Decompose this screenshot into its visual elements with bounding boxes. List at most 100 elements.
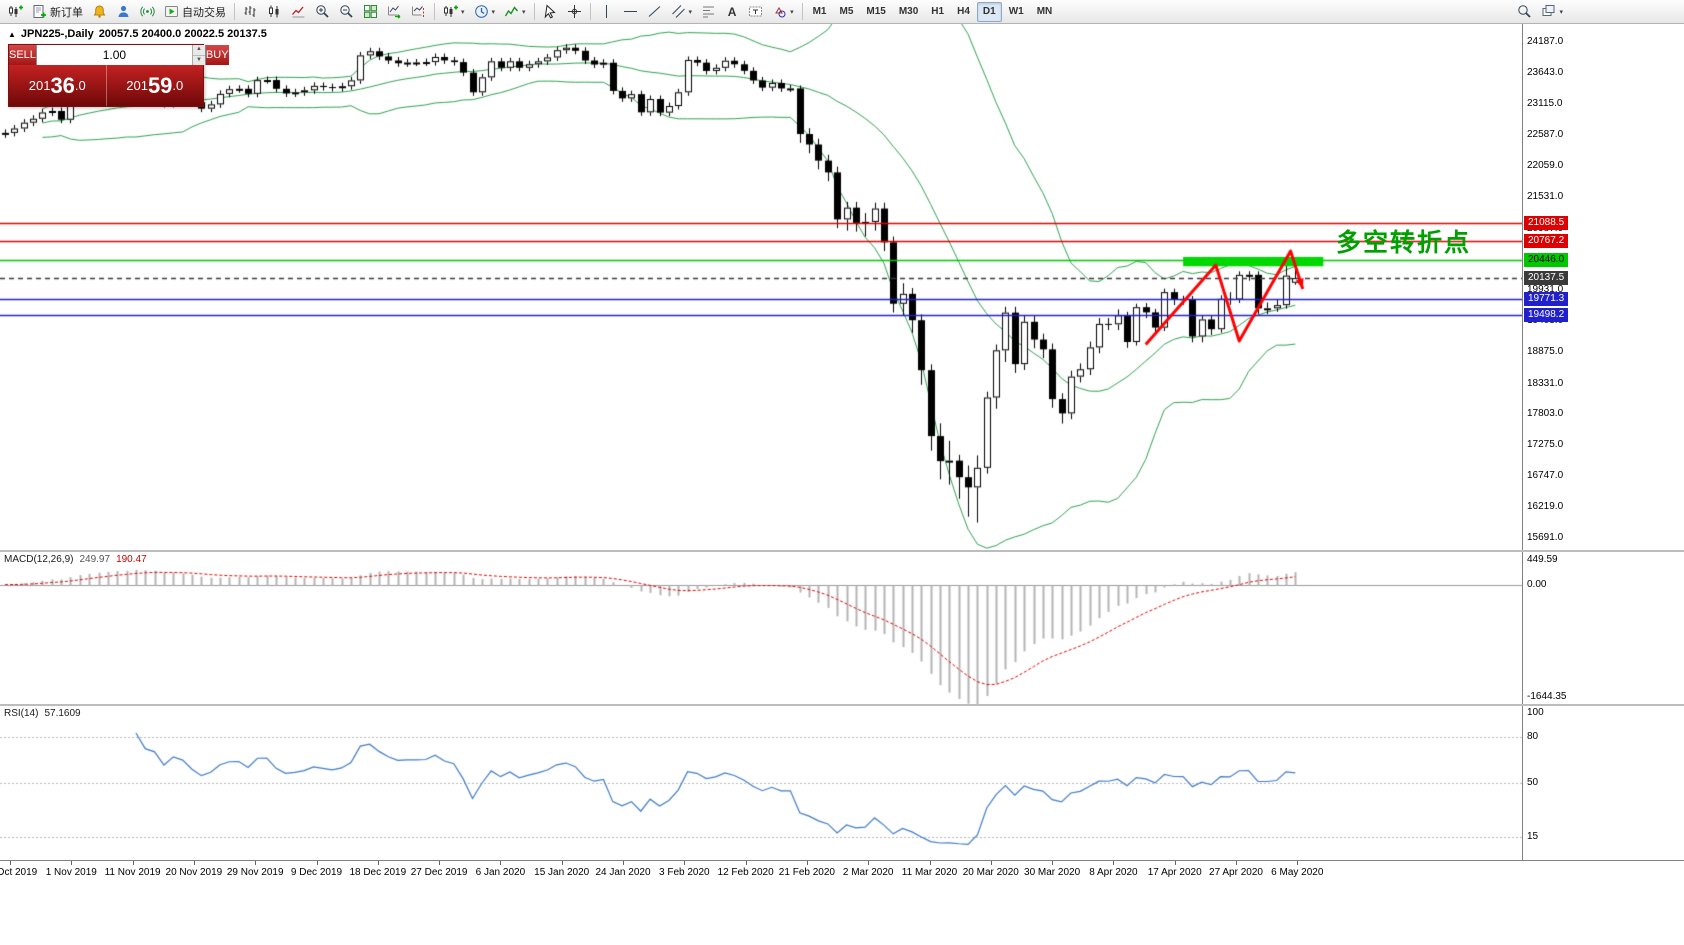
sell-price[interactable]: 201 36.0 xyxy=(9,65,106,106)
volume-decrease-button[interactable]: ▼ xyxy=(192,55,205,65)
zoom-in-button[interactable] xyxy=(311,2,334,22)
text-button[interactable]: A xyxy=(721,2,743,22)
chart-annotation-text: 多空转折点 xyxy=(1336,229,1472,257)
trendline-button[interactable] xyxy=(643,2,666,22)
indicators-button[interactable]: ▾ xyxy=(500,2,530,22)
time-axis-label: 1 Nov 2019 xyxy=(45,867,97,878)
new-chart-icon xyxy=(9,5,23,17)
window-list-button[interactable]: ▾ xyxy=(1537,2,1567,22)
time-axis-label: 12 Feb 2020 xyxy=(717,867,774,878)
macd-main-value: 249.97 xyxy=(79,554,111,565)
time-tick xyxy=(806,861,808,865)
autotrading-button[interactable]: 自动交易 xyxy=(160,2,230,22)
arrows-button[interactable]: ▾ xyxy=(768,2,798,22)
toolbar-separator xyxy=(234,3,235,20)
time-tick xyxy=(623,861,624,865)
time-axis-label: 27 Apr 2020 xyxy=(1209,867,1263,878)
time-axis[interactable]: 23 Oct 2019 1 Nov 2019 11 Nov 2019 20 Nov 2… xyxy=(0,860,1684,884)
rsi-axis[interactable]: 100 80 50 15 xyxy=(1522,706,1684,860)
macd-tick-label: 0.00 xyxy=(1527,578,1547,590)
volume-input[interactable] xyxy=(36,45,192,65)
horizontal-line-button[interactable] xyxy=(619,2,642,22)
current-price-line-label: 20137.5 xyxy=(1524,271,1569,286)
rsi-value: 57.1609 xyxy=(44,708,81,719)
timeframe-m15-button[interactable]: M15 xyxy=(866,6,886,17)
chevron-down-icon: ▾ xyxy=(461,8,465,16)
volume-increase-button[interactable]: ▲ xyxy=(192,45,205,56)
text-label-button[interactable] xyxy=(744,2,767,22)
bar-chart-button[interactable] xyxy=(239,2,262,22)
supply-zone-line-label: 20446.0 xyxy=(1524,253,1569,268)
tile-windows-button[interactable] xyxy=(359,2,382,22)
navigator-button[interactable] xyxy=(112,2,135,22)
profiles-button[interactable]: ▾ xyxy=(470,2,500,22)
chevron-down-icon: ▾ xyxy=(1559,8,1563,16)
time-axis-label: 27 Dec 2019 xyxy=(410,867,468,878)
crosshair-button[interactable] xyxy=(563,2,586,22)
timeframe-d1-button[interactable]: D1 xyxy=(976,1,1002,22)
fibonacci-button[interactable] xyxy=(697,2,720,22)
time-tick xyxy=(561,861,563,865)
price-axis[interactable]: 24187.0 23643.0 23115.0 22587.0 22059.0 21531… xyxy=(1522,24,1684,550)
one-click-collapse-arrow[interactable]: ▲ xyxy=(8,29,16,39)
vertical-line-button[interactable] xyxy=(595,2,618,22)
timeframe-m1-button[interactable]: M1 xyxy=(812,6,827,17)
new-chart-menu-button[interactable]: ▾ xyxy=(439,2,469,22)
auto-scroll-button[interactable] xyxy=(383,2,406,22)
alerts-button[interactable] xyxy=(88,2,111,22)
time-axis-label: 11 Mar 2020 xyxy=(901,867,958,878)
person-icon xyxy=(118,5,129,17)
price-tick-label: 18331.0 xyxy=(1527,377,1564,389)
macd-canvas[interactable] xyxy=(0,552,1522,704)
timeframe-m30-button[interactable]: M30 xyxy=(898,6,919,17)
equidistant-channel-button[interactable]: ▾ xyxy=(667,2,697,22)
trendline-icon xyxy=(648,6,660,17)
price-chart-canvas[interactable] xyxy=(0,24,1522,550)
time-axis-label: 15 Jan 2020 xyxy=(534,867,590,878)
timeframe-h4-button[interactable]: H4 xyxy=(957,6,970,17)
toolbar-separator xyxy=(434,3,435,20)
chevron-down-icon: ▾ xyxy=(491,8,496,16)
candlestick-chart-button[interactable] xyxy=(263,2,286,22)
macd-signal-value: 190.47 xyxy=(116,554,147,565)
cursor-button[interactable] xyxy=(539,2,562,22)
panel-splitter[interactable] xyxy=(0,704,1684,706)
buy-price[interactable]: 201 59.0 xyxy=(107,65,204,106)
timeframe-h1-button[interactable]: H1 xyxy=(931,6,945,17)
macd-axis[interactable]: 449.59 0.00 -1644.35 xyxy=(1522,552,1684,704)
timeframe-m5-button[interactable]: M5 xyxy=(839,6,854,17)
chart-shift-icon xyxy=(412,6,424,17)
panel-splitter[interactable] xyxy=(0,550,1684,552)
auto-scroll-icon xyxy=(388,5,401,19)
signal-icon xyxy=(140,6,155,17)
search-button[interactable] xyxy=(1513,2,1536,22)
time-tick xyxy=(929,861,931,865)
chevron-down-icon: ▾ xyxy=(688,8,693,16)
new-chart-button[interactable] xyxy=(4,2,27,22)
time-tick xyxy=(193,861,195,865)
zoom-out-icon xyxy=(340,5,353,18)
macd-label: MACD(12,26,9) 249.97 190.47 xyxy=(4,554,147,565)
sell-button[interactable]: SELL xyxy=(9,45,36,65)
macd-panel: MACD(12,26,9) 249.97 190.47 xyxy=(0,552,1522,704)
macd-tick-label: 449.59 xyxy=(1527,554,1558,565)
zoom-out-button[interactable] xyxy=(335,2,358,22)
time-tick xyxy=(10,861,11,865)
new-order-button[interactable]: 新订单 xyxy=(28,2,87,22)
price-tick-label: 22587.0 xyxy=(1527,129,1564,141)
tile-windows-icon xyxy=(364,5,377,18)
price-tick-label: 16219.0 xyxy=(1527,500,1564,512)
cursor-icon xyxy=(544,4,556,19)
signals-button[interactable] xyxy=(136,2,159,22)
line-chart-button[interactable] xyxy=(287,2,310,22)
chart-shift-button[interactable] xyxy=(407,2,430,22)
time-axis-label: 21 Feb 2020 xyxy=(778,867,835,878)
timeframe-w1-button[interactable]: W1 xyxy=(1008,6,1024,17)
timeframe-mn-button[interactable]: MN xyxy=(1036,6,1053,17)
buy-button[interactable]: BUY xyxy=(205,45,229,65)
time-tick xyxy=(316,861,318,865)
chevron-down-icon: ▾ xyxy=(522,8,526,16)
time-tick xyxy=(684,861,686,865)
rsi-canvas[interactable] xyxy=(0,706,1522,860)
